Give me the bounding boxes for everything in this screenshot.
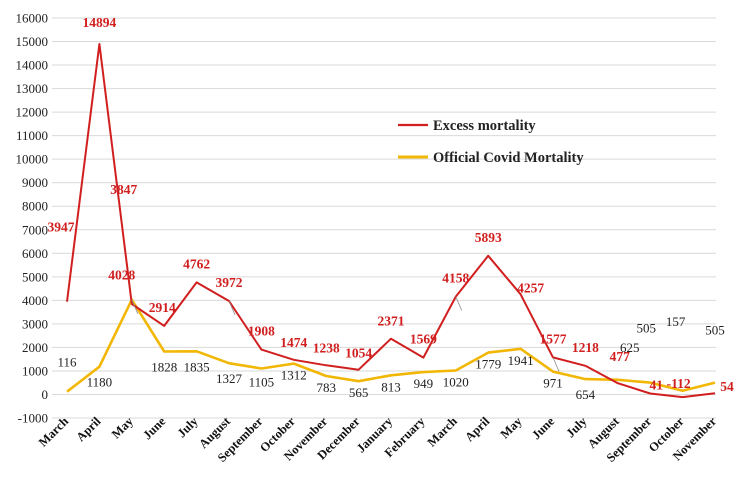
- excess-data-label: 14894: [83, 15, 117, 30]
- legend: Excess mortality Official Covid Mortality: [398, 118, 584, 166]
- official-data-label: 1327: [216, 371, 243, 386]
- excess-data-label: 3947: [48, 220, 75, 235]
- y-tick-label: 16000: [16, 11, 49, 26]
- official-data-label: 4028: [108, 268, 135, 283]
- excess-data-label: 2914: [149, 300, 176, 315]
- excess-data-label: 1054: [345, 346, 372, 361]
- excess-data-label: 54: [720, 379, 734, 394]
- y-tick-label: 13000: [16, 81, 49, 96]
- y-tick-label: 0: [42, 387, 49, 402]
- y-tick-label: 14000: [16, 58, 49, 73]
- label-leader-line: [552, 357, 560, 372]
- excess-data-label: 5893: [475, 230, 502, 245]
- excess-data-label: 4762: [183, 256, 210, 271]
- y-tick-label: 6000: [22, 246, 48, 261]
- excess-data-label: 4158: [442, 271, 469, 286]
- excess-data-label: 3972: [216, 275, 243, 290]
- excess-data-label: 1474: [280, 335, 307, 350]
- y-axis-ticks: -1000 0 1000 2000 3000 4000 5000 6000 7000 8000 90…: [16, 11, 49, 426]
- x-tick-label: March: [425, 414, 460, 449]
- official-data-label: 1020: [443, 374, 469, 389]
- excess-data-label: 477: [610, 349, 631, 364]
- official-data-label: 1105: [249, 374, 275, 389]
- official-data-label: 654: [576, 387, 596, 402]
- excess-data-label: 1577: [540, 331, 567, 346]
- y-tick-label: 15000: [16, 34, 49, 49]
- y-tick-label: 3000: [22, 316, 48, 331]
- excess-data-label: -112: [667, 376, 691, 391]
- y-tick-label: 8000: [22, 199, 48, 214]
- y-tick-label: 1000: [22, 363, 48, 378]
- excess-data-label: 1218: [572, 340, 599, 355]
- y-tick-label: 2000: [22, 340, 48, 355]
- official-data-label: 1779: [475, 357, 501, 372]
- y-tick-label: 12000: [16, 105, 49, 120]
- label-leader-line: [455, 296, 463, 311]
- official-data-label: 625: [620, 340, 640, 355]
- official-data-label: 949: [414, 376, 434, 391]
- official-data-label: 1180: [87, 375, 113, 390]
- x-axis-ticks: March April May June JulyAugustSeptemberOcto…: [36, 414, 720, 465]
- legend-label-official: Official Covid Mortality: [433, 150, 584, 166]
- y-tick-label: 5000: [22, 269, 48, 284]
- official-data-label: 565: [349, 385, 369, 400]
- official-data-label: 505: [636, 321, 656, 336]
- official-data-label: 157: [666, 314, 686, 329]
- excess-data-label: 1569: [410, 332, 437, 347]
- excess-data-label: 4257: [517, 280, 544, 295]
- series-lines: [66, 43, 716, 399]
- excess-data-label: 1238: [313, 340, 340, 355]
- official-data-label: 783: [316, 380, 336, 395]
- excess-mortality-line: [66, 43, 716, 399]
- excess-data-label: 41: [649, 378, 663, 393]
- official-data-label: 1941: [508, 353, 534, 368]
- official-data-label: 1312: [281, 368, 307, 383]
- y-tick-label: 10000: [16, 152, 49, 167]
- y-tick-label: 9000: [22, 175, 48, 190]
- official-covid-mortality-line: [66, 298, 716, 393]
- label-leader-line: [228, 300, 236, 316]
- official-data-label: 1828: [151, 359, 177, 374]
- excess-data-label: 2371: [378, 314, 405, 329]
- official-data-label: 505: [705, 323, 725, 338]
- label-leader-line: [131, 299, 139, 314]
- y-tick-label: 7000: [22, 222, 48, 237]
- excess-data-label: 3847: [110, 182, 137, 197]
- y-tick-label: 11000: [16, 128, 48, 143]
- official-data-label: 116: [57, 355, 77, 370]
- y-tick-label: 4000: [22, 293, 48, 308]
- official-data-label: 813: [381, 379, 401, 394]
- excess-data-label: 1908: [248, 324, 275, 339]
- gridlines: [52, 17, 716, 419]
- y-tick-label: -1000: [18, 411, 48, 426]
- official-data-label: 1835: [184, 359, 210, 374]
- official-data-label: 971: [543, 376, 563, 391]
- data-labels: 3947 14894 3847 2914 4762 3972 1908 1474 1238 105…: [48, 15, 735, 402]
- legend-label-excess: Excess mortality: [433, 118, 536, 134]
